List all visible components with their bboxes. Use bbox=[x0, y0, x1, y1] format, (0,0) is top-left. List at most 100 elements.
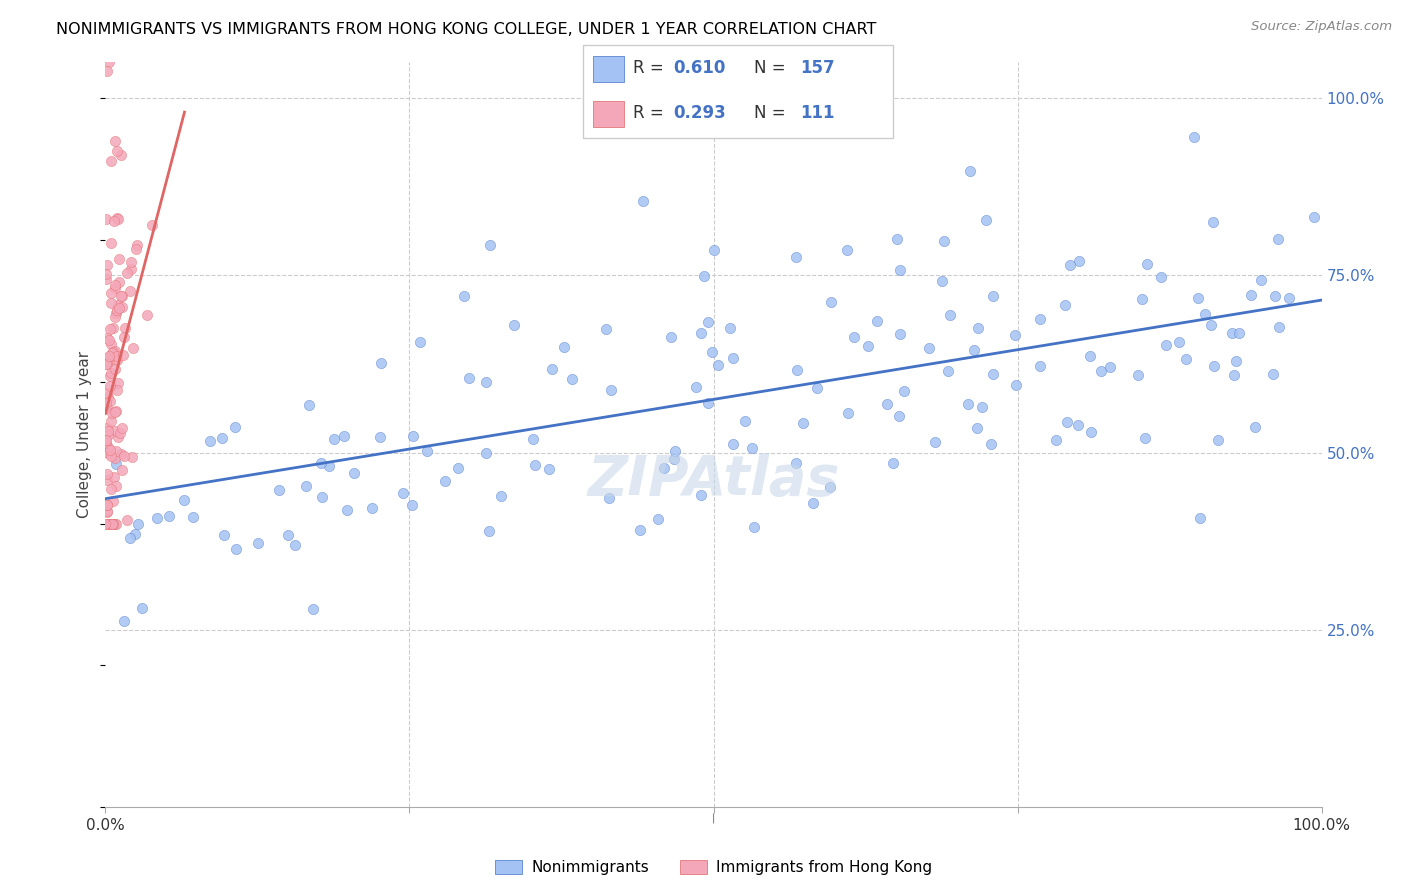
Point bbox=[101, 405, 124, 419]
Point bbox=[104, 425, 127, 439]
Point bbox=[269, 483, 291, 498]
Bar bbox=[593, 101, 624, 127]
Point bbox=[1225, 354, 1247, 368]
Point bbox=[1267, 320, 1289, 334]
Point bbox=[718, 321, 741, 335]
Legend: Nonimmigrants, Immigrants from Hong Kong: Nonimmigrants, Immigrants from Hong Kong bbox=[488, 855, 939, 881]
Point bbox=[1189, 511, 1212, 525]
Point bbox=[118, 285, 141, 299]
Point bbox=[96, 267, 118, 281]
Point bbox=[1004, 327, 1026, 342]
Point bbox=[96, 386, 118, 401]
Point bbox=[311, 490, 333, 504]
Point bbox=[936, 364, 959, 378]
Point bbox=[876, 397, 898, 411]
Point bbox=[966, 421, 988, 435]
Point bbox=[893, 384, 915, 399]
Point bbox=[835, 243, 858, 257]
Point bbox=[94, 212, 117, 227]
Point bbox=[785, 456, 807, 470]
Point bbox=[1264, 289, 1286, 303]
Point bbox=[703, 243, 725, 257]
Point bbox=[1187, 291, 1209, 305]
Point bbox=[94, 516, 117, 531]
Point bbox=[284, 537, 307, 551]
Point bbox=[96, 401, 118, 416]
Point bbox=[100, 236, 122, 251]
Point bbox=[105, 349, 128, 363]
Point bbox=[457, 371, 479, 385]
Point bbox=[97, 445, 120, 459]
Point bbox=[491, 489, 513, 503]
Point bbox=[110, 447, 132, 461]
Point bbox=[104, 306, 127, 320]
Point bbox=[1244, 420, 1267, 434]
Point bbox=[1067, 417, 1090, 432]
Point bbox=[107, 429, 129, 443]
Text: Source: ZipAtlas.com: Source: ZipAtlas.com bbox=[1251, 20, 1392, 33]
Point bbox=[100, 516, 122, 531]
Point bbox=[981, 367, 1004, 381]
Point bbox=[360, 501, 382, 516]
Point bbox=[108, 425, 131, 440]
Point bbox=[1054, 298, 1077, 312]
Point bbox=[1029, 312, 1052, 326]
Point bbox=[524, 458, 547, 472]
Point bbox=[887, 409, 910, 423]
Point bbox=[94, 357, 117, 371]
Point bbox=[104, 344, 127, 359]
Point bbox=[100, 366, 122, 380]
Point bbox=[121, 450, 143, 464]
Point bbox=[295, 479, 318, 493]
Point bbox=[98, 55, 121, 70]
Point bbox=[416, 444, 439, 458]
Text: N =: N = bbox=[754, 60, 790, 78]
Point bbox=[1099, 359, 1122, 374]
Point bbox=[957, 397, 980, 411]
Point bbox=[1150, 270, 1173, 285]
Point bbox=[98, 393, 121, 408]
Point bbox=[1303, 210, 1326, 224]
Text: 157: 157 bbox=[800, 60, 835, 78]
Point bbox=[721, 351, 744, 365]
Text: R =: R = bbox=[633, 104, 669, 122]
Point bbox=[1136, 257, 1159, 271]
Point bbox=[96, 258, 118, 272]
Point bbox=[97, 333, 120, 347]
Point bbox=[447, 461, 470, 475]
Point bbox=[475, 446, 498, 460]
Point bbox=[401, 429, 423, 443]
Point bbox=[100, 337, 122, 351]
Point bbox=[318, 458, 340, 473]
Point bbox=[475, 375, 498, 389]
Point bbox=[931, 274, 953, 288]
Point bbox=[96, 272, 118, 286]
Point bbox=[939, 308, 962, 322]
Point bbox=[98, 349, 121, 363]
Point bbox=[1005, 378, 1028, 392]
Point bbox=[664, 444, 686, 458]
Point bbox=[801, 496, 824, 510]
Point bbox=[453, 289, 475, 303]
Point bbox=[1202, 359, 1225, 373]
Point bbox=[100, 285, 122, 300]
FancyBboxPatch shape bbox=[583, 45, 893, 138]
Point bbox=[889, 262, 911, 277]
Point bbox=[1154, 338, 1177, 352]
Point bbox=[503, 318, 526, 333]
Point bbox=[125, 243, 148, 257]
Point bbox=[131, 601, 153, 615]
Point bbox=[741, 441, 763, 455]
Text: ZIPAtlas: ZIPAtlas bbox=[588, 452, 839, 507]
Point bbox=[110, 148, 132, 162]
Point bbox=[1067, 253, 1090, 268]
Point bbox=[1056, 415, 1078, 429]
Point bbox=[1059, 258, 1081, 272]
Point bbox=[595, 322, 617, 336]
Point bbox=[96, 504, 118, 518]
Point bbox=[298, 398, 321, 412]
Point bbox=[100, 153, 122, 168]
Point bbox=[224, 420, 246, 434]
Point bbox=[103, 494, 125, 508]
Point bbox=[105, 353, 128, 368]
